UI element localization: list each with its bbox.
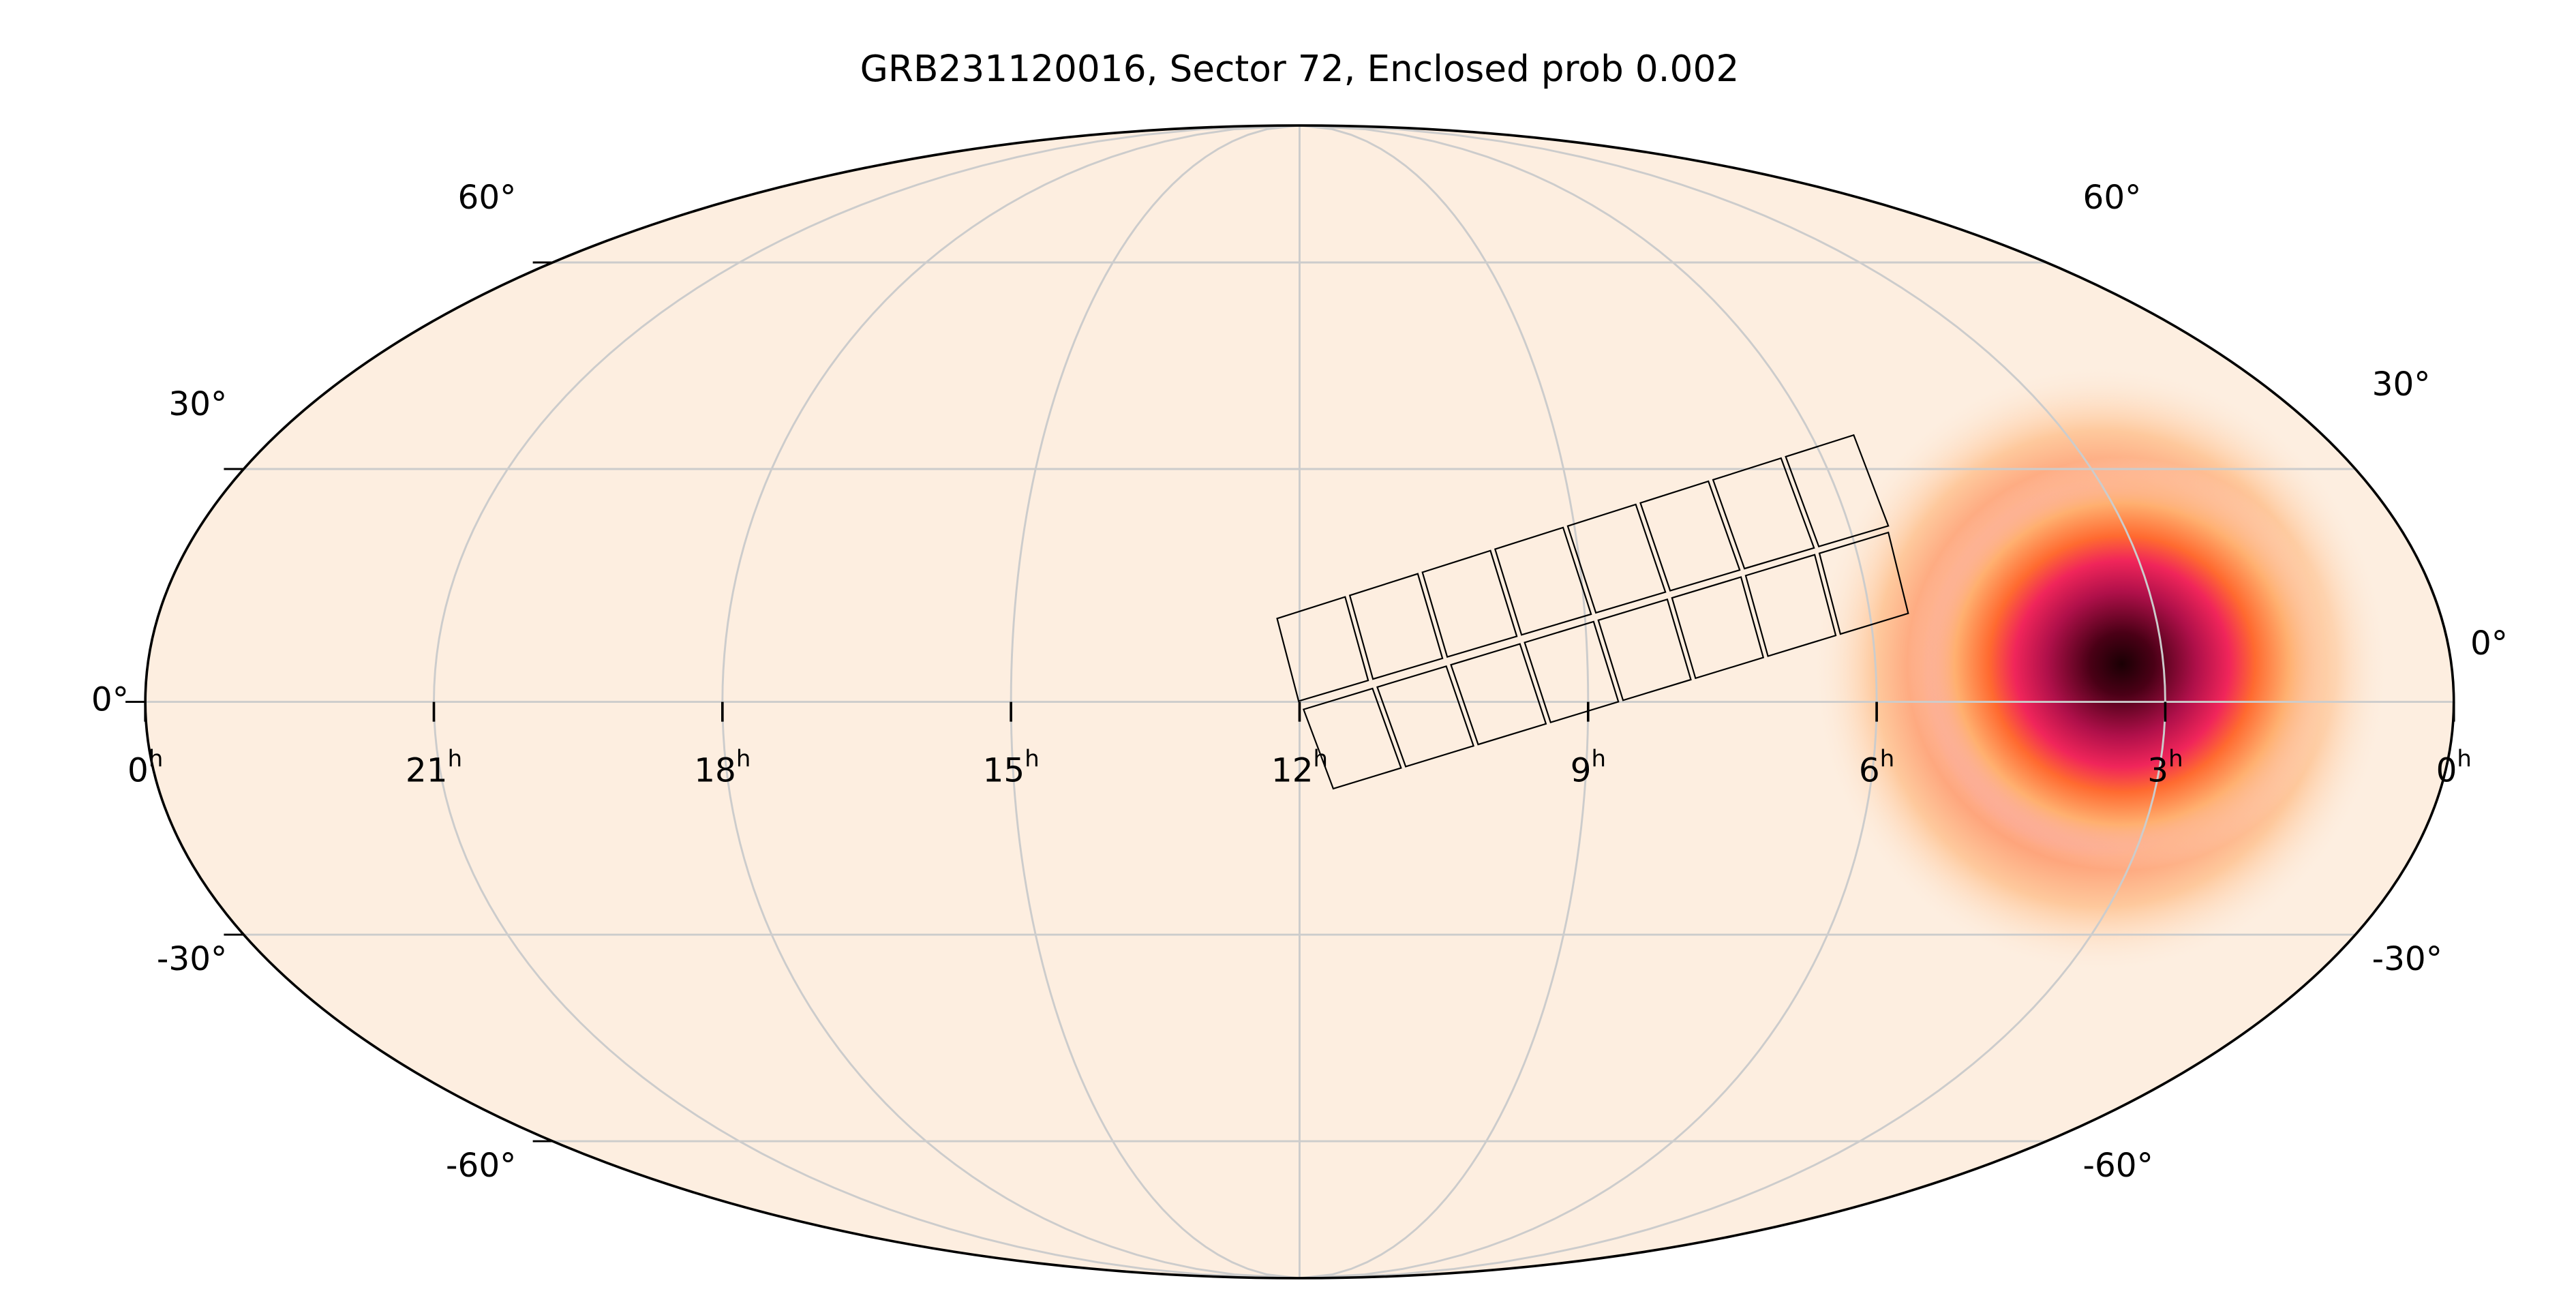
- grid-line: [1299, 124, 1590, 1280]
- x-tick-unit: h: [1880, 745, 1895, 772]
- sky-outline: [144, 124, 2455, 1280]
- x-tick-label: 3h: [2147, 745, 2183, 790]
- ccd-tile: [1744, 554, 1837, 657]
- ccd-tile: [1494, 526, 1592, 636]
- x-tick-label: 12h: [1271, 745, 1328, 790]
- x-tick-label: 15h: [983, 745, 1040, 790]
- ccd-tile: [1785, 434, 1890, 548]
- x-tick-label: 6h: [1859, 745, 1894, 790]
- x-tick-label: 21h: [406, 745, 462, 790]
- prob-core: [1907, 457, 2337, 871]
- x-tick-value: 18: [694, 752, 736, 790]
- y-tick-label: 0°: [2470, 624, 2508, 663]
- x-tick-value: 0: [127, 752, 149, 790]
- grid-line: [1299, 124, 1878, 1280]
- x-tick-unit: h: [2168, 745, 2183, 772]
- ccd-tile: [1597, 598, 1692, 701]
- x-tick-label: 9h: [1571, 745, 1606, 790]
- ccd-tile: [1276, 596, 1369, 702]
- y-tick-label: 60°: [458, 179, 517, 217]
- y-tick-label: -60°: [2083, 1147, 2153, 1185]
- x-tick-value: 0: [2436, 752, 2457, 790]
- x-tick-value: 9: [1571, 752, 1592, 790]
- ccd-tile: [1450, 643, 1547, 746]
- ccd-tile: [1639, 480, 1741, 592]
- y-tick-label: -30°: [2372, 940, 2442, 978]
- x-tick-value: 6: [1859, 752, 1880, 790]
- grid-line: [433, 124, 1300, 1280]
- sector-footprint: [1276, 434, 1909, 790]
- x-tick-value: 15: [983, 752, 1025, 790]
- ccd-tile: [1376, 665, 1475, 768]
- x-tick-unit: h: [1025, 745, 1040, 772]
- x-tick-value: 12: [1271, 752, 1314, 790]
- x-tick-unit: h: [736, 745, 751, 772]
- chart-title: GRB231120016, Sector 72, Enclosed prob 0…: [860, 48, 1740, 90]
- grid-line: [1299, 124, 2166, 1280]
- x-tick-unit: h: [149, 745, 164, 772]
- y-tick-label: 60°: [2083, 179, 2142, 217]
- ccd-tile: [1818, 531, 1909, 635]
- grid-line: [721, 124, 1300, 1280]
- y-tick-label: 30°: [168, 385, 227, 423]
- probability-map: [1811, 363, 2390, 975]
- x-tick-label: 0h: [127, 745, 163, 790]
- x-tick-value: 3: [2147, 752, 2168, 790]
- x-tick-unit: h: [448, 745, 463, 772]
- grid-line: [1010, 124, 1300, 1280]
- y-tick-label: -60°: [446, 1147, 516, 1185]
- ccd-tile: [1348, 573, 1444, 680]
- x-tick-value: 21: [406, 752, 448, 790]
- tick-labels: -60° -60°-30° -30°0°0°30°30°60° 60°0h 21h 18h…: [91, 179, 2508, 1185]
- x-tick-unit: h: [1314, 745, 1329, 772]
- ccd-tile: [1421, 549, 1518, 659]
- x-tick-unit: h: [2457, 745, 2472, 772]
- ccd-tile: [1712, 457, 1815, 570]
- y-tick-label: 0°: [91, 681, 129, 719]
- ccd-tile: [1302, 687, 1402, 790]
- ccd-tile: [1566, 503, 1667, 614]
- x-tick-label: 0h: [2436, 745, 2472, 790]
- y-tick-label: 30°: [2372, 365, 2431, 404]
- ccd-tile: [1671, 576, 1765, 680]
- y-tick-label: -30°: [157, 940, 227, 978]
- x-tick-label: 18h: [694, 745, 751, 790]
- ccd-tile: [1524, 620, 1620, 724]
- x-tick-unit: h: [1591, 745, 1606, 772]
